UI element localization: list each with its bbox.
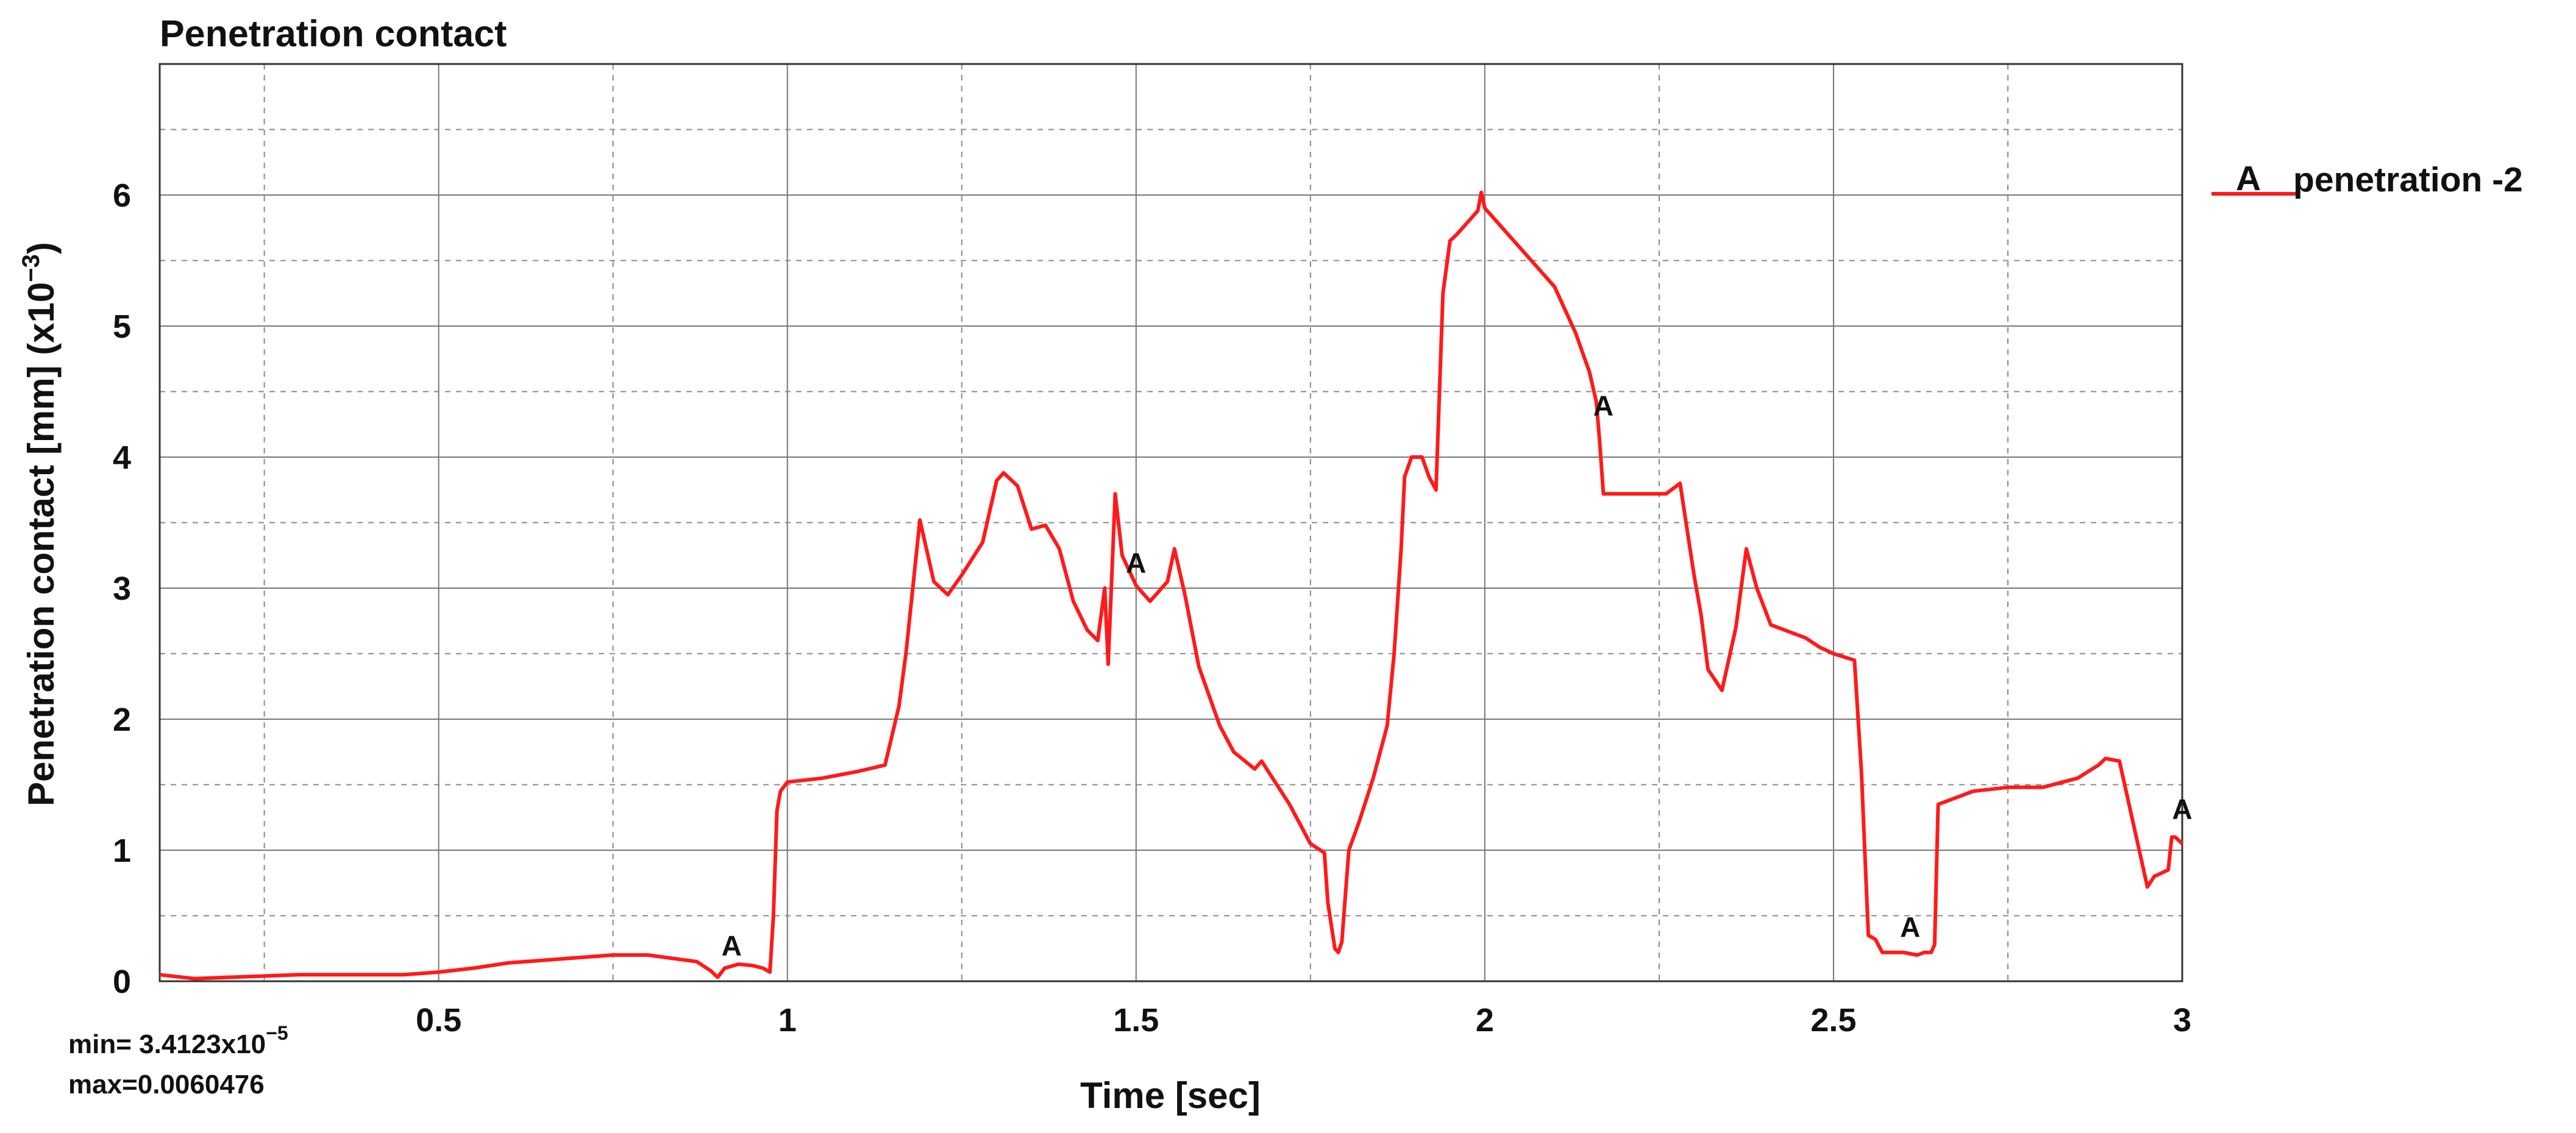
y-tick-label: 3 xyxy=(113,570,131,607)
stat-min: min= 3.4123x10−5 xyxy=(68,1022,288,1059)
y-axis-label-exponent: −3 xyxy=(18,254,44,282)
x-tick-label: 1.5 xyxy=(1113,1002,1159,1039)
series-line-penetration xyxy=(159,190,2184,981)
legend-marker: A xyxy=(2236,159,2261,198)
stat-max: max=0.0060476 xyxy=(68,1070,265,1099)
y-axis-label-main: Penetration contact [mm] (x10 xyxy=(21,282,62,806)
series-marker-label: A xyxy=(1126,547,1146,579)
grid xyxy=(160,64,2182,981)
x-tick-label: 1 xyxy=(778,1002,797,1039)
y-tick-label: 2 xyxy=(113,701,131,738)
plot-frame xyxy=(158,63,2183,982)
y-tick-label: 0 xyxy=(113,964,131,1000)
y-tick-label: 5 xyxy=(113,308,131,345)
series-marker-label: A xyxy=(2172,794,2192,825)
series-marker-label: A xyxy=(722,929,742,961)
series-marker-label: A xyxy=(1900,911,1920,943)
y-axis-label-close: ) xyxy=(21,242,62,254)
chart-title: Penetration contact xyxy=(160,13,507,54)
axis-ticks: 0.5 1 1.5 2 2.5 3 0 1 2 3 4 5 6 xyxy=(113,177,2191,1039)
y-tick-label: 4 xyxy=(113,439,131,476)
legend: A penetration -2 xyxy=(2211,159,2523,199)
x-tick-label: 2 xyxy=(1476,1002,1494,1039)
x-tick-label: 3 xyxy=(2173,1002,2191,1039)
x-tick-label: 2.5 xyxy=(1810,1002,1856,1039)
stat-min-label: min= 3.4123x10 xyxy=(68,1029,266,1059)
y-axis-label: Penetration contact [mm] (x10−3) xyxy=(18,242,62,806)
stat-min-exponent: −5 xyxy=(266,1022,288,1044)
legend-series-name: penetration -2 xyxy=(2293,160,2523,199)
y-tick-label: 6 xyxy=(113,177,131,214)
series-marker-label: A xyxy=(1593,390,1614,422)
y-axis-label-group: Penetration contact [mm] (x10−3) xyxy=(18,242,62,806)
x-tick-label: 0.5 xyxy=(416,1002,461,1039)
x-axis-label: Time [sec] xyxy=(1080,1075,1261,1116)
y-tick-label: 1 xyxy=(113,833,131,869)
series-markers: A A A A A xyxy=(722,390,2193,962)
